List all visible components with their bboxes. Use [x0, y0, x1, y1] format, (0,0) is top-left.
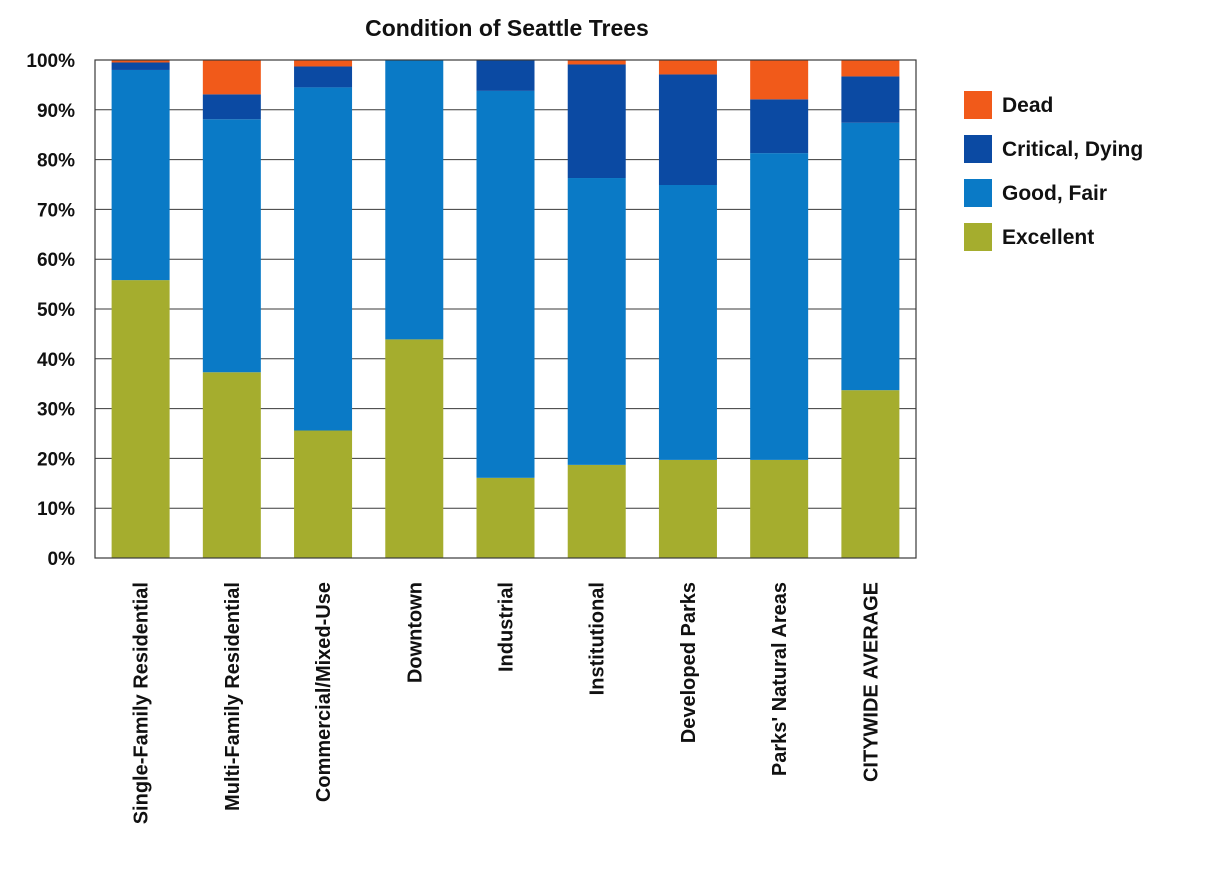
bar-segment	[658, 60, 717, 75]
bar-segment	[294, 87, 353, 431]
x-tick-label: Industrial	[496, 582, 518, 672]
bar-segment	[567, 464, 626, 558]
bar-segment	[750, 60, 809, 100]
y-tick-label: 10%	[37, 499, 75, 520]
bar-segment	[385, 60, 444, 340]
bar-segment	[385, 339, 444, 558]
bar-segment	[750, 99, 809, 154]
bar-segment	[750, 153, 809, 460]
x-axis: Single-Family Residential Multi-Family Re…	[131, 582, 883, 824]
y-axis: 0% 10% 20% 30% 40% 50% 60% 70% 80% 90% 100%	[26, 51, 75, 570]
y-tick-label: 90%	[37, 101, 75, 122]
bar-segment	[111, 280, 170, 558]
bar-segment	[294, 66, 353, 88]
bar-segment	[476, 90, 535, 478]
bar-segment	[750, 459, 809, 558]
bar-segment	[111, 62, 170, 70]
x-tick-label: Institutional	[587, 582, 609, 695]
x-tick-label: Multi-Family Residential	[222, 582, 244, 811]
bar-segment	[567, 64, 626, 179]
x-tick-label: Developed Parks	[678, 582, 700, 743]
bar-segment	[294, 430, 353, 558]
x-tick-label: Parks' Natural Areas	[769, 582, 791, 776]
plot-frame	[94, 59, 917, 559]
x-tick-label: Single-Family Residential	[131, 582, 153, 824]
legend-swatch	[964, 91, 992, 119]
legend-label: Excellent	[1002, 226, 1094, 249]
bar-segment	[294, 60, 353, 67]
bar-segment	[111, 60, 170, 63]
bar-segment	[111, 69, 170, 281]
legend: Dead Critical, Dying Good, Fair Excellent	[964, 91, 1143, 251]
chart-title: Condition of Seattle Trees	[365, 15, 649, 41]
legend-label: Good, Fair	[1002, 182, 1107, 205]
y-tick-label: 100%	[26, 51, 75, 72]
y-tick-label: 20%	[37, 449, 75, 470]
bar-segment	[658, 459, 717, 558]
bar-segment	[841, 76, 900, 123]
bar-segment	[202, 94, 261, 120]
x-tick-label: Downtown	[404, 582, 426, 683]
bar-segment	[476, 60, 535, 91]
bar-segment	[567, 60, 626, 65]
y-tick-label: 50%	[37, 300, 75, 321]
y-tick-label: 60%	[37, 250, 75, 271]
x-tick-label: Commercial/Mixed-Use	[313, 582, 335, 802]
y-tick-label: 80%	[37, 151, 75, 172]
y-tick-label: 70%	[37, 200, 75, 221]
plot-border	[94, 59, 917, 559]
legend-label: Critical, Dying	[1002, 138, 1143, 161]
y-tick-label: 40%	[37, 350, 75, 371]
bar-segment	[202, 119, 261, 373]
bar-segment	[202, 372, 261, 558]
bar-segment	[476, 477, 535, 558]
bars	[111, 60, 900, 558]
legend-swatch	[964, 223, 992, 251]
legend-swatch	[964, 135, 992, 163]
bar-segment	[841, 60, 900, 77]
y-tick-label: 30%	[37, 400, 75, 421]
bar-segment	[841, 122, 900, 391]
bar-segment	[658, 74, 717, 185]
x-tick-label: CITYWIDE AVERAGE	[860, 582, 882, 782]
legend-swatch	[964, 179, 992, 207]
bar-segment	[202, 60, 261, 95]
legend-label: Dead	[1002, 94, 1053, 117]
y-tick-label: 0%	[48, 549, 76, 570]
bar-segment	[567, 178, 626, 465]
bar-segment	[658, 184, 717, 460]
bar-segment	[841, 390, 900, 558]
